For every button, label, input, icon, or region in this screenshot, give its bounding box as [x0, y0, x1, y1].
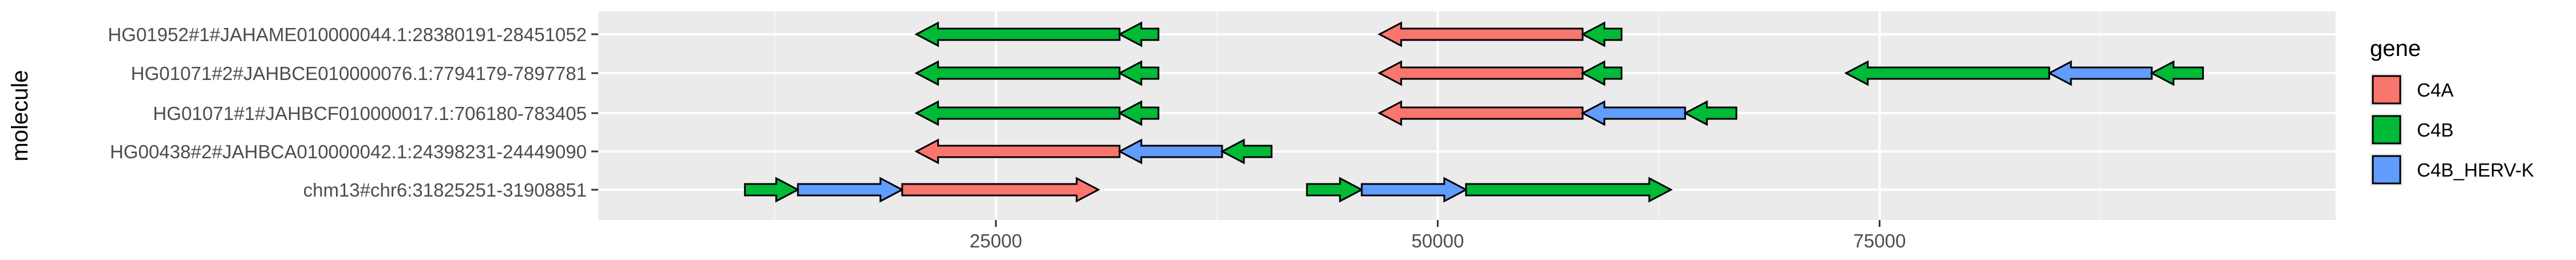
gene-arrow-c4b	[1844, 60, 2050, 86]
legend-label: C4B_HERV-K	[2417, 159, 2534, 181]
gene-arrows	[744, 21, 2204, 203]
gene-arrow-c4b_herv-k	[1361, 177, 1468, 203]
legend-swatch	[2372, 75, 2401, 105]
gene-arrow-c4b	[914, 21, 1121, 47]
gene-arrow-c4a	[1377, 60, 1584, 86]
gene-arrow-c4a	[914, 138, 1121, 165]
gene-arrow-c4b_herv-k	[1117, 138, 1223, 165]
y-axis-title: molecule	[7, 70, 33, 161]
gene-arrow-c4b	[1306, 177, 1364, 203]
gene-arrow-c4b	[1465, 177, 1673, 203]
x-tick-label: 25000	[970, 230, 1022, 251]
gene-arrow-c4b_herv-k	[1581, 100, 1686, 126]
gene-arrow-c4a	[1377, 100, 1584, 126]
gene-arrow-c4b	[1117, 21, 1160, 47]
gene-arrow-c4b_herv-k	[797, 177, 904, 203]
y-tick-label: HG00438#2#JAHBCA010000042.1:24398231-244…	[110, 141, 587, 162]
gene-arrow-c4a	[1377, 21, 1584, 47]
gene-arrow-c4b	[1581, 21, 1623, 47]
legend: gene C4A C4B C4B_HERV-K	[2370, 36, 2534, 186]
gene-arrow-c4b	[1117, 60, 1160, 86]
gene-arrow-c4b	[914, 60, 1121, 86]
gene-arrow-c4b	[1581, 60, 1623, 86]
legend-label: C4B	[2417, 119, 2453, 141]
legend-title: gene	[2370, 36, 2421, 61]
gene-arrow-c4b	[1683, 100, 1737, 126]
gene-arrow-c4b	[914, 100, 1121, 126]
axes: HG01952#1#JAHAME010000044.1:28380191-284…	[7, 24, 1906, 251]
legend-swatch	[2372, 155, 2401, 185]
gene-arrow-c4b_herv-k	[2047, 60, 2153, 86]
x-tick-label: 50000	[1412, 230, 1464, 251]
gene-arrow-c4b	[1220, 138, 1273, 165]
x-tick-label: 75000	[1854, 230, 1906, 251]
gene-arrow-c4a	[901, 177, 1101, 203]
y-tick-label: HG01952#1#JAHAME010000044.1:28380191-284…	[108, 24, 587, 45]
y-tick-label: HG01071#1#JAHBCF010000017.1:706180-78340…	[153, 103, 587, 124]
gene-arrow-c4b	[1117, 100, 1160, 126]
y-tick-label: HG01071#2#JAHBCE010000076.1:7794179-7897…	[131, 63, 587, 84]
gene-arrow-c4b	[2150, 60, 2204, 86]
gene-arrow-c4b	[744, 177, 800, 203]
y-tick-label: chm13#chr6:31825251-31908851	[303, 179, 587, 201]
legend-label: C4A	[2417, 79, 2453, 101]
legend-swatch	[2372, 115, 2401, 145]
